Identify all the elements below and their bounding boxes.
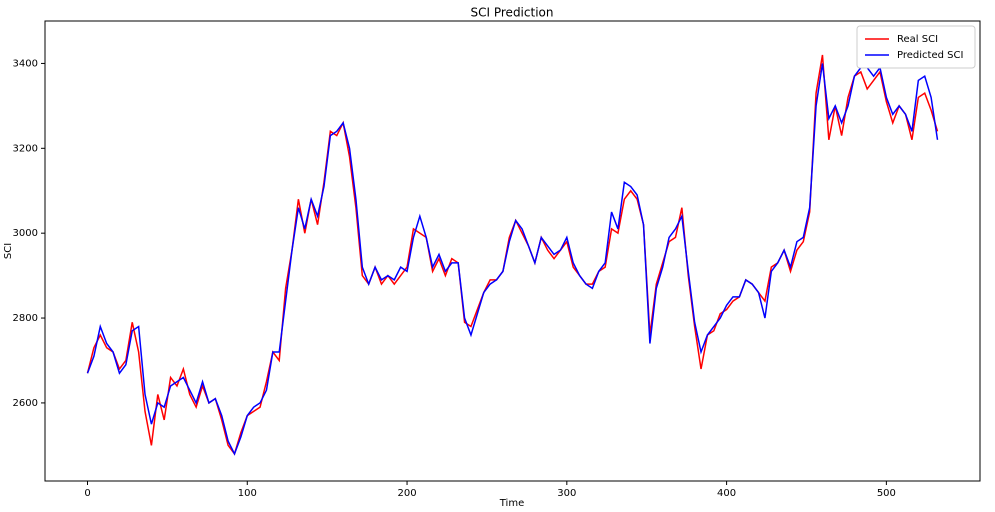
data-line <box>86 63 939 456</box>
x-tick-label: 400 <box>717 488 736 499</box>
legend-label: Predicted SCI <box>897 50 963 61</box>
legend-box <box>856 25 976 69</box>
x-tick-label: 300 <box>557 488 576 499</box>
data-line <box>86 54 939 456</box>
x-tick-label: 0 <box>84 488 90 499</box>
x-tick-label: 500 <box>877 488 896 499</box>
x-tick-label: 100 <box>238 488 257 499</box>
y-tick-label: 3200 <box>13 143 38 154</box>
x-axis-label: Time <box>499 498 524 508</box>
y-tick-label: 2800 <box>13 313 38 324</box>
plot-frame <box>44 20 981 482</box>
y-tick-label: 3400 <box>13 58 38 69</box>
y-tick-label: 3000 <box>13 228 38 239</box>
x-tick-label: 200 <box>398 488 417 499</box>
chart-title: SCI Prediction <box>471 6 554 20</box>
y-tick-label: 2600 <box>13 398 38 409</box>
y-axis-label: SCI <box>3 243 14 259</box>
legend-label: Real SCI <box>897 34 938 45</box>
